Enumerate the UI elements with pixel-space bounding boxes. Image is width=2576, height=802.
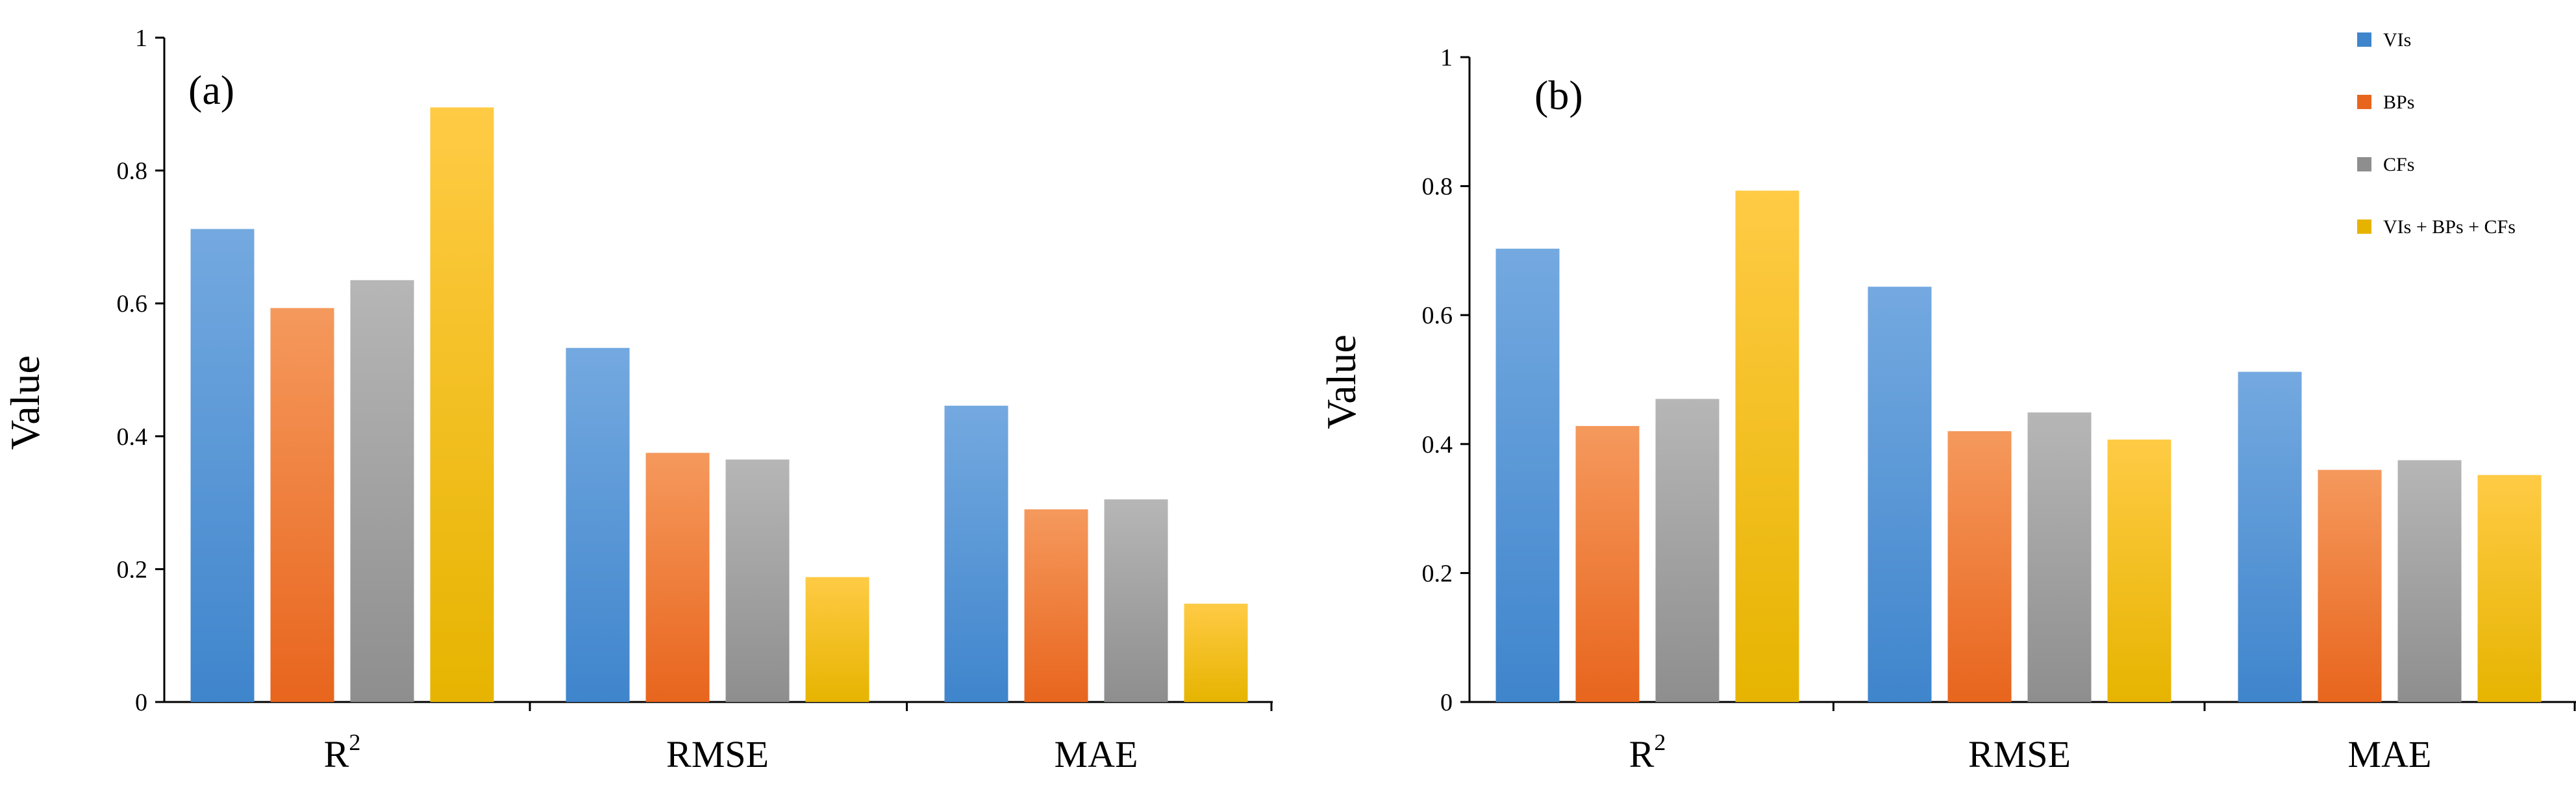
- legend-swatch-bps: [2357, 95, 2371, 109]
- y-tick-label: 0.4: [1422, 431, 1453, 458]
- chart-panel-a: 0 0.2 0.4 0.6 0.8 1 R2 RMSE MAE Value (a): [2, 25, 1273, 775]
- legend-label-vis: VIs: [2383, 29, 2411, 51]
- bar-vis-bps-cfs-r2: [430, 107, 494, 703]
- legend-label-cfs: CFs: [2383, 154, 2414, 175]
- y-tick-label: 0.4: [117, 423, 148, 451]
- x-category-label: R2: [1629, 729, 1666, 775]
- y-tick-label: 0.2: [117, 556, 148, 583]
- chart-panel-b: 0 0.2 0.4 0.6 0.8 1 R2 RMSE MAE Value (b): [1318, 44, 2576, 775]
- bar-vis-r2: [1495, 248, 1560, 702]
- y-tick-label: 0: [1440, 689, 1453, 716]
- y-tick-label: 1: [1440, 44, 1453, 71]
- bar-vis-bps-cfs-mae: [1184, 603, 1248, 702]
- bar-cfs-mae: [2397, 460, 2462, 702]
- y-axis-title: Value: [2, 355, 48, 450]
- bar-vis-bps-cfs-rmse: [2107, 439, 2171, 702]
- bar-cfs-r2: [350, 280, 414, 702]
- bar-cfs-rmse: [2027, 412, 2092, 702]
- legend-label-vis-bps-cfs: VIs + BPs + CFs: [2383, 216, 2516, 238]
- legend-label-bps: BPs: [2383, 92, 2414, 113]
- x-category-label: RMSE: [1968, 733, 2071, 775]
- panel-label: (b): [1534, 72, 1583, 118]
- x-category-label: MAE: [1055, 733, 1138, 775]
- bar-vis-rmse: [566, 347, 630, 702]
- bar-vis-r2: [190, 229, 255, 702]
- y-tick-label: 0.8: [117, 158, 148, 185]
- legend-swatch-vis-bps-cfs: [2357, 219, 2371, 234]
- y-tick-label: 1: [135, 25, 147, 52]
- bar-cfs-r2: [1655, 399, 1719, 702]
- panel-label: (a): [188, 67, 234, 113]
- y-tick-label: 0: [135, 689, 147, 716]
- bar-bps-r2: [270, 308, 334, 703]
- x-category-label: RMSE: [666, 733, 769, 775]
- bar-bps-rmse: [645, 453, 710, 702]
- bar-cfs-rmse: [725, 459, 790, 702]
- bar-vis-bps-cfs-r2: [1735, 190, 1799, 702]
- bar-vis-bps-cfs-rmse: [805, 577, 869, 702]
- bar-cfs-mae: [1104, 499, 1168, 702]
- x-category-label: R2: [324, 729, 361, 775]
- legend-swatch-vis: [2357, 32, 2371, 47]
- bar-vis-bps-cfs-mae: [2477, 475, 2542, 702]
- bar-vis-mae: [2238, 371, 2302, 702]
- bar-bps-r2: [1575, 425, 1640, 702]
- bar-bps-rmse: [1947, 431, 2012, 702]
- bar-bps-mae: [1024, 509, 1088, 702]
- bar-vis-mae: [944, 405, 1008, 702]
- y-tick-label: 0.8: [1422, 173, 1453, 201]
- bar-bps-mae: [2318, 470, 2382, 702]
- y-axis-title: Value: [1318, 334, 1364, 429]
- x-category-label: MAE: [2348, 733, 2432, 775]
- legend: VIs BPs CFs VIs + BPs + CFs: [2357, 29, 2516, 238]
- legend-swatch-cfs: [2357, 157, 2371, 171]
- bar-vis-rmse: [1868, 286, 1932, 702]
- y-tick-label: 0.6: [1422, 302, 1453, 329]
- y-tick-label: 0.2: [1422, 560, 1453, 587]
- y-tick-label: 0.6: [117, 290, 148, 318]
